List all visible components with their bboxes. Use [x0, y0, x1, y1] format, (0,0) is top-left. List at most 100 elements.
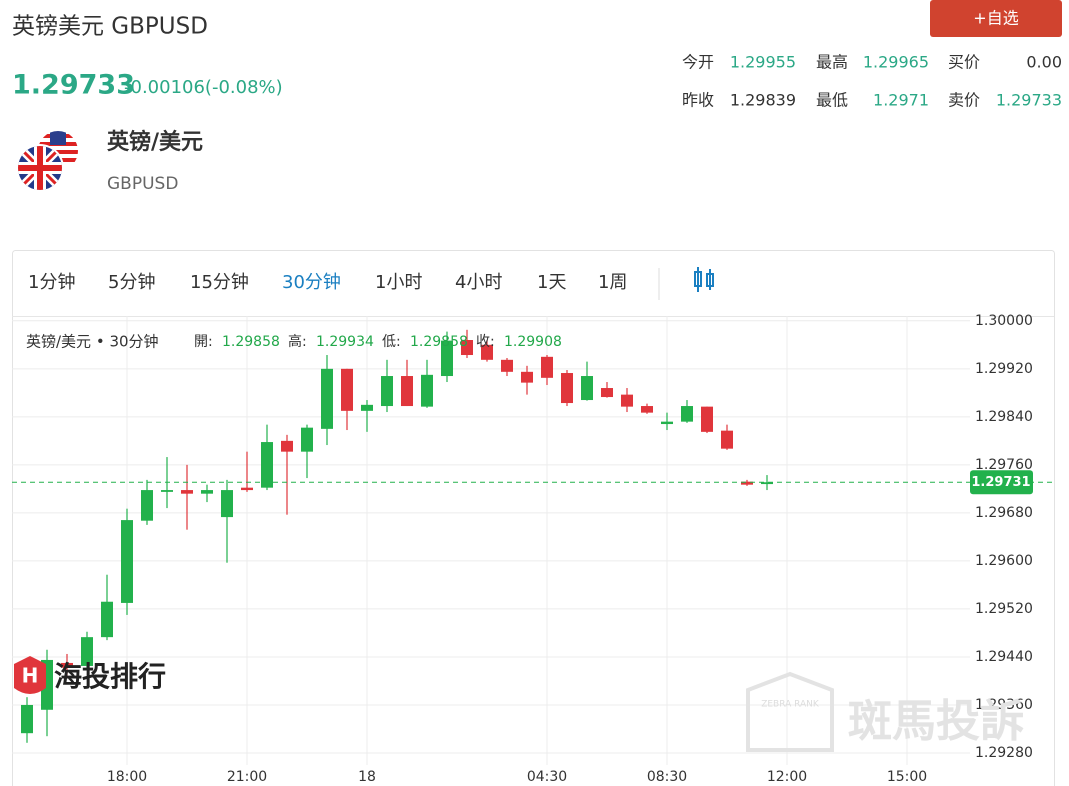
interval-tab[interactable]: 1周	[598, 272, 627, 293]
candle-body	[521, 371, 533, 383]
candle-body	[741, 481, 753, 485]
legend-value: 1.29858	[410, 334, 468, 350]
legend-title: 英镑/美元 • 30分钟	[26, 333, 159, 351]
candle-body	[561, 373, 573, 404]
legend-value: 1.29934	[316, 334, 374, 350]
stat-value: 1.29733	[996, 91, 1062, 110]
stat-value: 1.29965	[863, 53, 929, 72]
stat-value: 1.2971	[873, 91, 929, 110]
candle-body	[81, 637, 93, 666]
x-tick-label: 04:30	[527, 769, 567, 785]
instrument-name: 英镑/美元	[107, 129, 203, 155]
x-tick-label: 12:00	[767, 769, 807, 785]
x-tick-label: 18	[358, 769, 376, 785]
y-tick-label: 1.29520	[975, 601, 1033, 617]
candle-body	[581, 376, 593, 401]
candle-body	[401, 376, 413, 407]
watermark: 海投排行	[54, 660, 166, 693]
legend-label: 高:	[288, 333, 307, 350]
y-tick-label: 1.29280	[975, 745, 1033, 761]
last-price-tag	[970, 470, 1033, 495]
instrument-code: GBPUSD	[107, 174, 178, 194]
last-price-label: 1.29731	[971, 475, 1030, 490]
candle-body	[601, 388, 613, 398]
candle-body	[301, 427, 313, 452]
candle-body	[461, 340, 473, 356]
candle-body	[381, 376, 393, 407]
logo-letter: H	[22, 664, 39, 688]
x-tick-label: 18:00	[107, 769, 147, 785]
chart-panel	[12, 250, 1055, 786]
stat-label: 最高	[816, 53, 848, 72]
watermark-badge	[746, 671, 834, 752]
stat-label: 昨收	[682, 91, 714, 110]
y-tick-label: 1.29920	[975, 361, 1033, 377]
y-tick-label: 1.29360	[975, 697, 1033, 713]
candle-body	[661, 421, 673, 425]
candle-body	[621, 394, 633, 407]
candle-body	[181, 490, 193, 494]
stat-label: 最低	[816, 91, 848, 110]
x-tick-label: 21:00	[227, 769, 267, 785]
flag-icon	[16, 131, 78, 192]
interval-tab[interactable]: 4小时	[455, 272, 502, 293]
candle-body	[321, 368, 333, 429]
candle-body	[161, 490, 173, 492]
y-tick-label: 1.29600	[975, 553, 1033, 569]
stat-label: 买价	[948, 53, 980, 72]
candle-body	[141, 490, 153, 521]
candle-body	[761, 482, 773, 485]
interval-tab[interactable]: 15分钟	[190, 272, 249, 293]
candle-body	[221, 490, 233, 518]
interval-tab[interactable]: 5分钟	[108, 272, 155, 293]
page-title: 英镑美元 GBPUSD	[12, 14, 208, 40]
x-tick-label: 15:00	[887, 769, 927, 785]
y-tick-label: 1.29760	[975, 457, 1033, 473]
candle-body	[641, 406, 653, 413]
interval-tab[interactable]: 1天	[537, 272, 566, 293]
y-tick-label: 1.29840	[975, 409, 1033, 425]
candle-body	[261, 442, 273, 488]
candle-body	[241, 487, 253, 491]
candle-body	[341, 368, 353, 411]
y-tick-label: 1.30000	[975, 313, 1033, 329]
x-tick-label: 08:30	[647, 769, 687, 785]
legend-label: 開:	[194, 334, 213, 350]
interval-tab[interactable]: 1分钟	[28, 272, 75, 293]
candle-body	[101, 601, 113, 638]
current-price: 1.29733	[12, 70, 135, 101]
candle-body	[61, 662, 73, 668]
candle-body	[701, 406, 713, 432]
stat-label: 卖价	[948, 91, 980, 110]
candle-body	[361, 404, 373, 411]
legend-value: 1.29908	[504, 334, 562, 350]
watchlist-button[interactable]	[930, 0, 1062, 37]
interval-tab[interactable]: 1小时	[375, 272, 422, 293]
candle-body	[21, 704, 33, 734]
watermark-badge-text: ZEBRA RANK	[761, 700, 820, 710]
legend-label: 低:	[382, 334, 401, 350]
watermark: 斑馬投訴	[848, 696, 1024, 747]
candle-body	[681, 406, 693, 422]
stat-label: 今开	[682, 53, 714, 72]
candle-body	[121, 520, 133, 603]
candle-body	[441, 340, 453, 377]
y-tick-label: 1.29680	[975, 505, 1033, 521]
candle-body	[201, 490, 213, 494]
legend-value: 1.29858	[222, 334, 280, 350]
interval-tab[interactable]: 30分钟	[282, 272, 341, 293]
price-change: -0.00106(-0.08%)	[124, 77, 283, 98]
chart-type-icon[interactable]	[694, 267, 714, 292]
stat-value: 0.00	[1026, 53, 1062, 72]
candle-body	[481, 344, 493, 360]
candle-body	[421, 374, 433, 407]
candle-body	[541, 356, 553, 378]
y-tick-label: 1.29440	[975, 649, 1033, 665]
legend-label: 收:	[476, 334, 495, 350]
watchlist-button-label[interactable]: +自选	[973, 9, 1018, 28]
candle-body	[501, 359, 513, 372]
candle-body	[721, 430, 733, 449]
candle-body	[281, 440, 293, 452]
stat-value: 1.29955	[730, 53, 796, 72]
